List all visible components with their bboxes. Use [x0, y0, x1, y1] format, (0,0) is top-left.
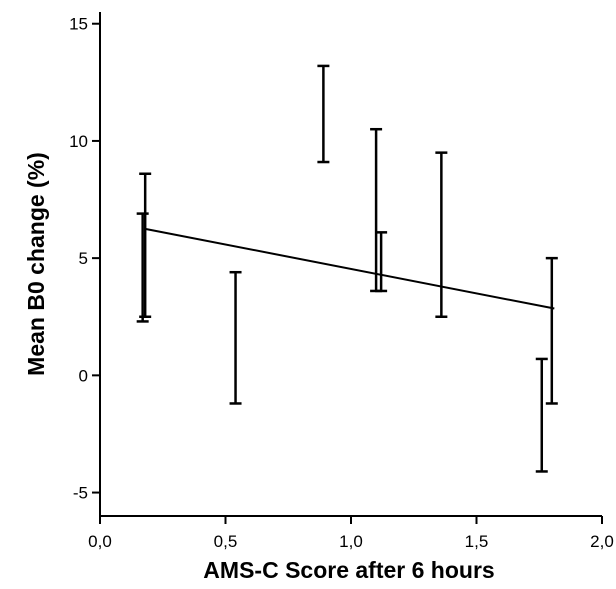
y-tick-label: 0: [79, 366, 88, 385]
y-tick-label: 15: [69, 15, 88, 34]
x-tick-label: 0,5: [214, 532, 238, 551]
error-bar: [545, 256, 558, 405]
x-axis-title: AMS-C Score after 6 hours: [203, 557, 494, 583]
error-bar: [317, 64, 330, 164]
y-tick-label: -5: [73, 484, 88, 503]
y-axis-title: Mean B0 change (%): [23, 152, 49, 376]
x-tick-label: 2,0: [590, 532, 614, 551]
error-bar: [136, 212, 149, 323]
y-tick-label: 5: [79, 249, 88, 268]
y-tick-label: 10: [69, 132, 88, 151]
error-bar: [229, 270, 242, 405]
error-bar: [375, 231, 388, 293]
tick-labels: -5 0 5 10 15 0,0 0,5 1,0 1,5 2,0: [69, 15, 614, 551]
axes: [92, 12, 603, 524]
error-bar: [535, 357, 548, 473]
fit-line: [144, 227, 555, 310]
error-bar: [435, 151, 448, 318]
x-tick-label: 1,5: [465, 532, 489, 551]
x-tick-label: 0,0: [88, 532, 112, 551]
x-tick-label: 1,0: [339, 532, 363, 551]
error-bar: [139, 172, 152, 318]
chart-marks: [136, 64, 558, 473]
